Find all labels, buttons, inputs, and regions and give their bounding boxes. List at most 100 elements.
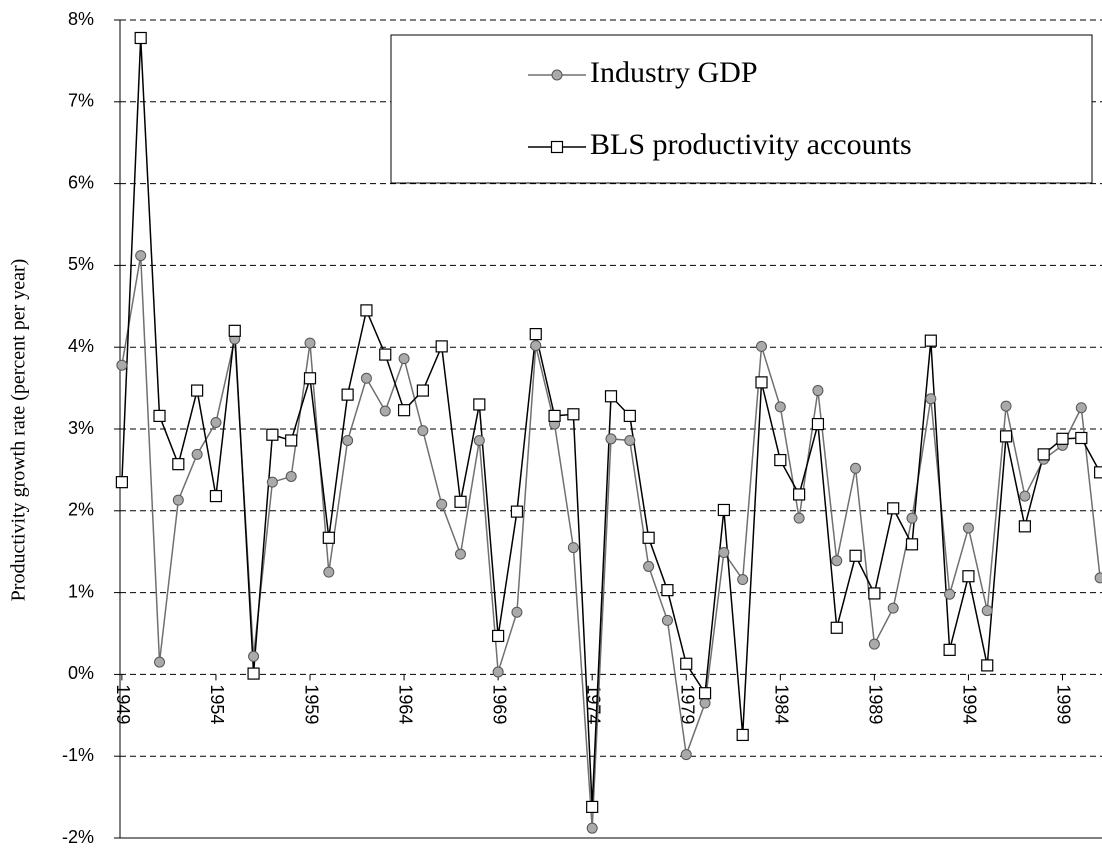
point: [925, 393, 937, 405]
point: [397, 404, 411, 417]
point: [736, 728, 749, 742]
x-tick-label: 1979: [677, 684, 697, 724]
point: [981, 605, 993, 617]
point: [962, 522, 974, 534]
point: [209, 489, 223, 503]
point: [905, 538, 919, 551]
y-tick-label: 4%: [68, 336, 94, 356]
point: [605, 433, 617, 445]
point: [1037, 448, 1050, 461]
y-tick-label: 6%: [68, 172, 94, 192]
point: [1000, 400, 1012, 412]
point: [717, 503, 730, 517]
point: [661, 614, 673, 626]
point: [341, 388, 354, 401]
point: [755, 376, 768, 389]
point: [642, 531, 655, 544]
x-tick-label: 1984: [772, 684, 792, 724]
point: [1018, 520, 1031, 533]
point: [1056, 432, 1069, 445]
point: [398, 353, 410, 365]
point: [962, 570, 975, 583]
point: [567, 542, 579, 554]
point: [680, 657, 693, 670]
point: [492, 666, 504, 678]
point: [548, 409, 561, 423]
series-line: [121, 255, 1101, 829]
point: [793, 488, 806, 501]
point: [135, 250, 147, 262]
point: [868, 587, 881, 600]
point: [134, 31, 147, 45]
point: [943, 643, 956, 656]
point: [906, 512, 918, 524]
y-tick-label: 8%: [68, 9, 94, 29]
x-tick-label: 1954: [207, 684, 227, 724]
point: [831, 555, 843, 567]
point: [1019, 490, 1031, 502]
x-tick-label: 1959: [301, 684, 321, 724]
point: [624, 434, 636, 446]
point: [623, 409, 636, 423]
point: [510, 505, 524, 518]
point: [868, 638, 880, 650]
point: [793, 512, 805, 524]
point: [981, 659, 994, 672]
point: [191, 384, 204, 397]
point: [154, 656, 166, 668]
x-tick-label: 1949: [113, 684, 133, 724]
point: [228, 324, 241, 337]
point: [115, 476, 128, 489]
point: [944, 588, 956, 600]
y-axis-label: Productivity growth rate (percent per ye…: [8, 259, 30, 602]
point: [604, 390, 618, 403]
legend-box: [390, 34, 1093, 184]
point: [191, 448, 203, 460]
point: [360, 372, 372, 384]
point: [266, 476, 278, 488]
point: [417, 425, 429, 437]
point: [529, 328, 542, 341]
legend-label: BLS productivity accounts: [590, 128, 912, 161]
point: [473, 434, 485, 446]
point: [379, 405, 391, 417]
point: [586, 822, 598, 834]
y-tick-label: -1%: [62, 745, 94, 765]
point: [247, 667, 260, 680]
point: [285, 434, 298, 447]
legend-marker: [550, 140, 564, 154]
point: [661, 584, 674, 597]
y-tick-label: 0%: [68, 663, 94, 683]
point: [812, 385, 824, 397]
point: [342, 434, 354, 446]
point: [567, 408, 580, 421]
point: [830, 621, 843, 634]
point: [850, 462, 862, 474]
point: [643, 560, 655, 572]
point: [436, 498, 448, 510]
point: [774, 401, 786, 413]
point: [473, 398, 486, 411]
point: [887, 602, 899, 614]
point: [680, 749, 692, 761]
point: [266, 428, 279, 441]
point: [285, 470, 297, 482]
point: [755, 340, 767, 352]
point: [172, 458, 185, 471]
point: [1075, 431, 1088, 445]
point: [774, 453, 787, 467]
point: [304, 337, 316, 349]
point: [360, 304, 373, 317]
point: [210, 416, 222, 428]
point: [172, 494, 184, 506]
point: [379, 348, 392, 361]
point: [698, 687, 712, 700]
point: [322, 531, 335, 544]
point: [303, 372, 317, 385]
point: [849, 549, 862, 562]
point: [1094, 466, 1102, 479]
legend-label: Industry GDP: [590, 56, 758, 89]
y-tick-label: 1%: [68, 581, 94, 601]
point: [1094, 572, 1102, 584]
